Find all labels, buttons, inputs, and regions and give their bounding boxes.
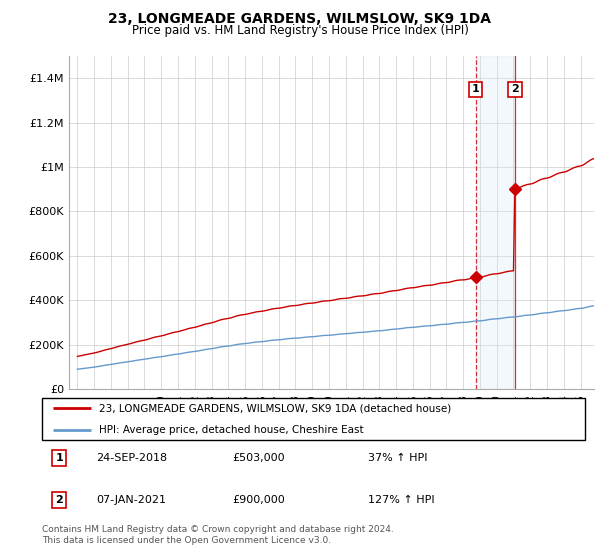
Text: 1: 1 [472, 85, 479, 94]
Text: 2: 2 [511, 85, 519, 94]
Text: Contains HM Land Registry data © Crown copyright and database right 2024.
This d: Contains HM Land Registry data © Crown c… [42, 525, 394, 545]
FancyBboxPatch shape [42, 398, 585, 440]
Text: 1: 1 [56, 453, 64, 463]
Text: £900,000: £900,000 [232, 495, 285, 505]
Text: 2: 2 [56, 495, 64, 505]
Text: 127% ↑ HPI: 127% ↑ HPI [368, 495, 434, 505]
Bar [476, 56, 515, 389]
Text: HPI: Average price, detached house, Cheshire East: HPI: Average price, detached house, Ches… [99, 426, 364, 435]
Text: 07-JAN-2021: 07-JAN-2021 [97, 495, 166, 505]
Text: 24-SEP-2018: 24-SEP-2018 [97, 453, 167, 463]
Text: 23, LONGMEADE GARDENS, WILMSLOW, SK9 1DA (detached house): 23, LONGMEADE GARDENS, WILMSLOW, SK9 1DA… [99, 403, 451, 413]
Text: £503,000: £503,000 [232, 453, 284, 463]
Text: 23, LONGMEADE GARDENS, WILMSLOW, SK9 1DA: 23, LONGMEADE GARDENS, WILMSLOW, SK9 1DA [109, 12, 491, 26]
Text: Price paid vs. HM Land Registry's House Price Index (HPI): Price paid vs. HM Land Registry's House … [131, 24, 469, 37]
Text: 37% ↑ HPI: 37% ↑ HPI [368, 453, 427, 463]
